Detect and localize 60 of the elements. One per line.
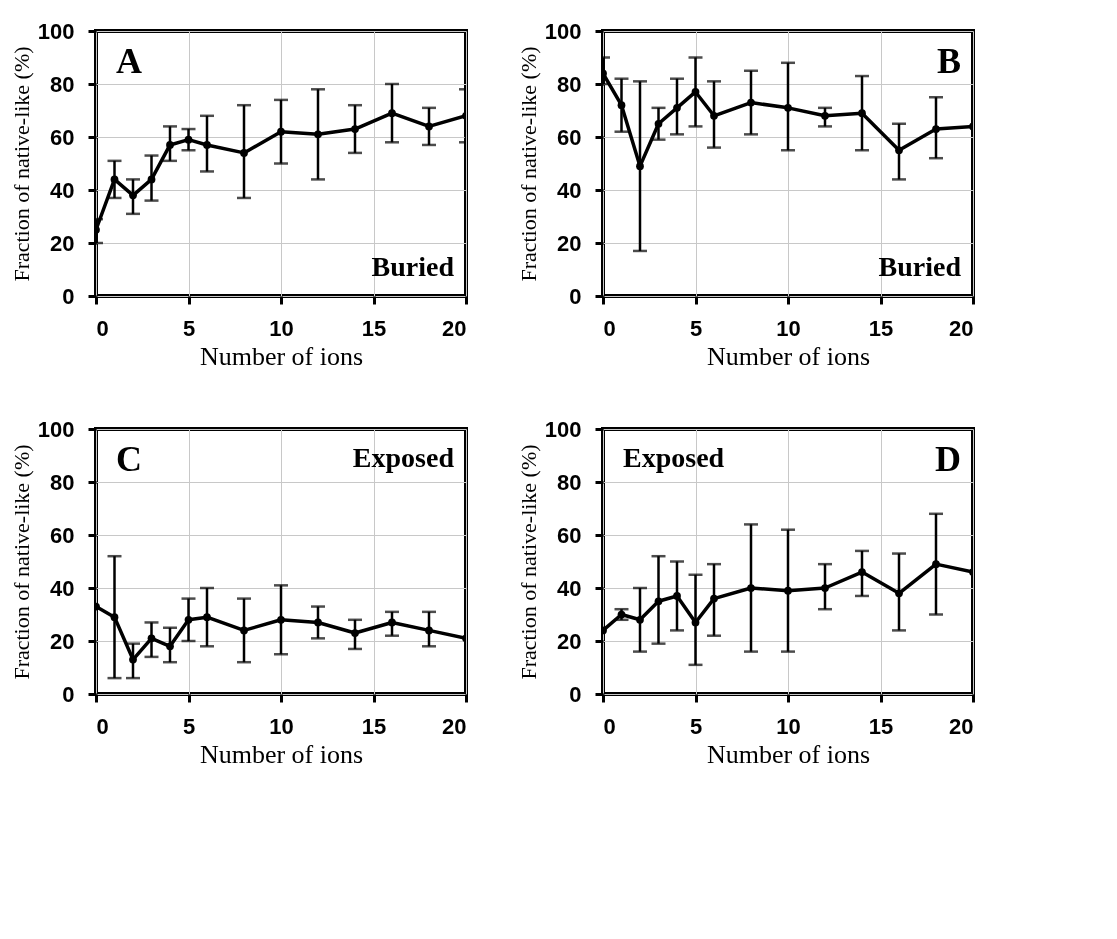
y-tick-label: 20 [50,230,75,256]
y-tick-label: 40 [50,575,75,601]
x-tick-label: 0 [96,713,109,739]
y-axis-title: Fraction of native-like (%) [515,46,541,282]
annotation: B [936,41,961,81]
x-tick-label: 5 [182,713,196,739]
annotation: A [116,41,142,81]
y-axis-title: Fraction of native-like (%) [8,46,34,282]
y-tick-label: 100 [37,18,75,44]
x-tick-label: 20 [949,315,974,341]
x-tick-label: 20 [442,713,467,739]
x-tick-label: 20 [442,315,467,341]
x-tick-label: 10 [269,315,294,341]
x-tick-label: 0 [603,713,616,739]
y-tick-label: 20 [50,628,75,654]
x-tick-label: 15 [868,315,894,341]
annotation: C [116,439,142,479]
x-tick-label: 15 [868,713,894,739]
x-tick-label: 20 [949,713,974,739]
x-tick-label: 10 [269,713,294,739]
annotation: Exposed [623,442,725,473]
y-tick-label: 60 [50,522,75,548]
y-tick-label: 0 [569,681,582,707]
y-tick-label: 80 [50,71,75,97]
x-axis-title: Number of ions [706,341,871,371]
y-tick-label: 100 [544,416,582,442]
y-axis-title: Fraction of native-like (%) [515,444,541,680]
y-axis-title: Fraction of native-like (%) [8,444,34,680]
y-tick-label: 80 [50,469,75,495]
y-tick-label: 100 [544,18,582,44]
x-tick-label: 5 [689,315,703,341]
annotation: Buried [878,251,962,282]
x-tick-label: 10 [776,315,801,341]
x-tick-label: 0 [96,315,109,341]
y-tick-label: 100 [37,416,75,442]
x-tick-label: 10 [776,713,801,739]
y-tick-label: 40 [557,575,582,601]
x-tick-label: 5 [182,315,196,341]
annotation: Buried [371,251,455,282]
y-tick-label: 20 [557,230,582,256]
x-axis-title: Number of ions [199,341,364,371]
y-tick-label: 80 [557,469,582,495]
y-tick-label: 80 [557,71,582,97]
y-tick-label: 40 [557,177,582,203]
y-tick-label: 0 [62,283,75,309]
y-tick-label: 0 [569,283,582,309]
x-tick-label: 15 [361,713,387,739]
y-tick-label: 60 [557,522,582,548]
x-axis-title: Number of ions [199,739,364,769]
x-tick-label: 5 [689,713,703,739]
x-tick-label: 0 [603,315,616,341]
y-tick-label: 0 [62,681,75,707]
y-tick-label: 60 [50,124,75,150]
y-tick-label: 60 [557,124,582,150]
x-axis-title: Number of ions [706,739,871,769]
y-tick-label: 40 [50,177,75,203]
annotation: Exposed [352,442,455,473]
y-tick-label: 20 [557,628,582,654]
annotation: D [935,439,961,479]
x-tick-label: 15 [361,315,387,341]
